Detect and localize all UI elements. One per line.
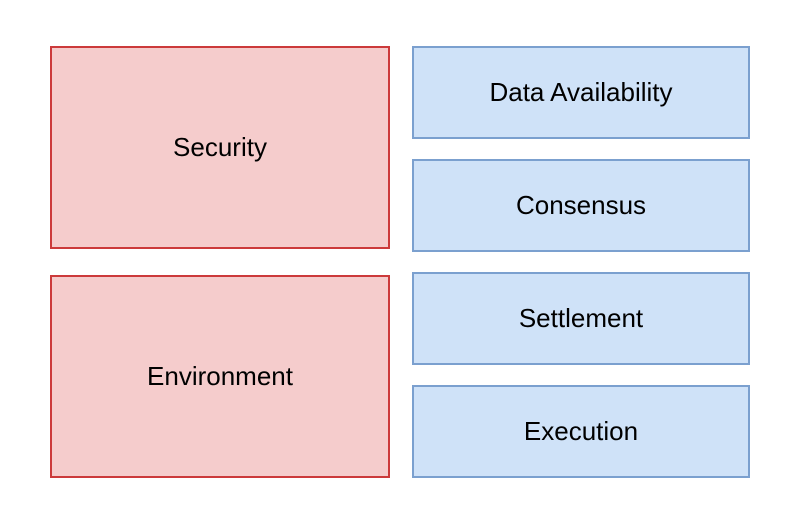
block-diagram: Security Environment Data Availability C…: [50, 46, 750, 478]
security-label: Security: [173, 132, 267, 163]
settlement-box: Settlement: [412, 272, 750, 365]
security-box: Security: [50, 46, 390, 249]
settlement-label: Settlement: [519, 303, 643, 334]
consensus-box: Consensus: [412, 159, 750, 252]
right-column: Data Availability Consensus Settlement E…: [412, 46, 750, 478]
data-availability-label: Data Availability: [489, 77, 672, 108]
environment-label: Environment: [147, 361, 293, 392]
execution-box: Execution: [412, 385, 750, 478]
data-availability-box: Data Availability: [412, 46, 750, 139]
left-column: Security Environment: [50, 46, 390, 478]
consensus-label: Consensus: [516, 190, 646, 221]
execution-label: Execution: [524, 416, 638, 447]
environment-box: Environment: [50, 275, 390, 478]
